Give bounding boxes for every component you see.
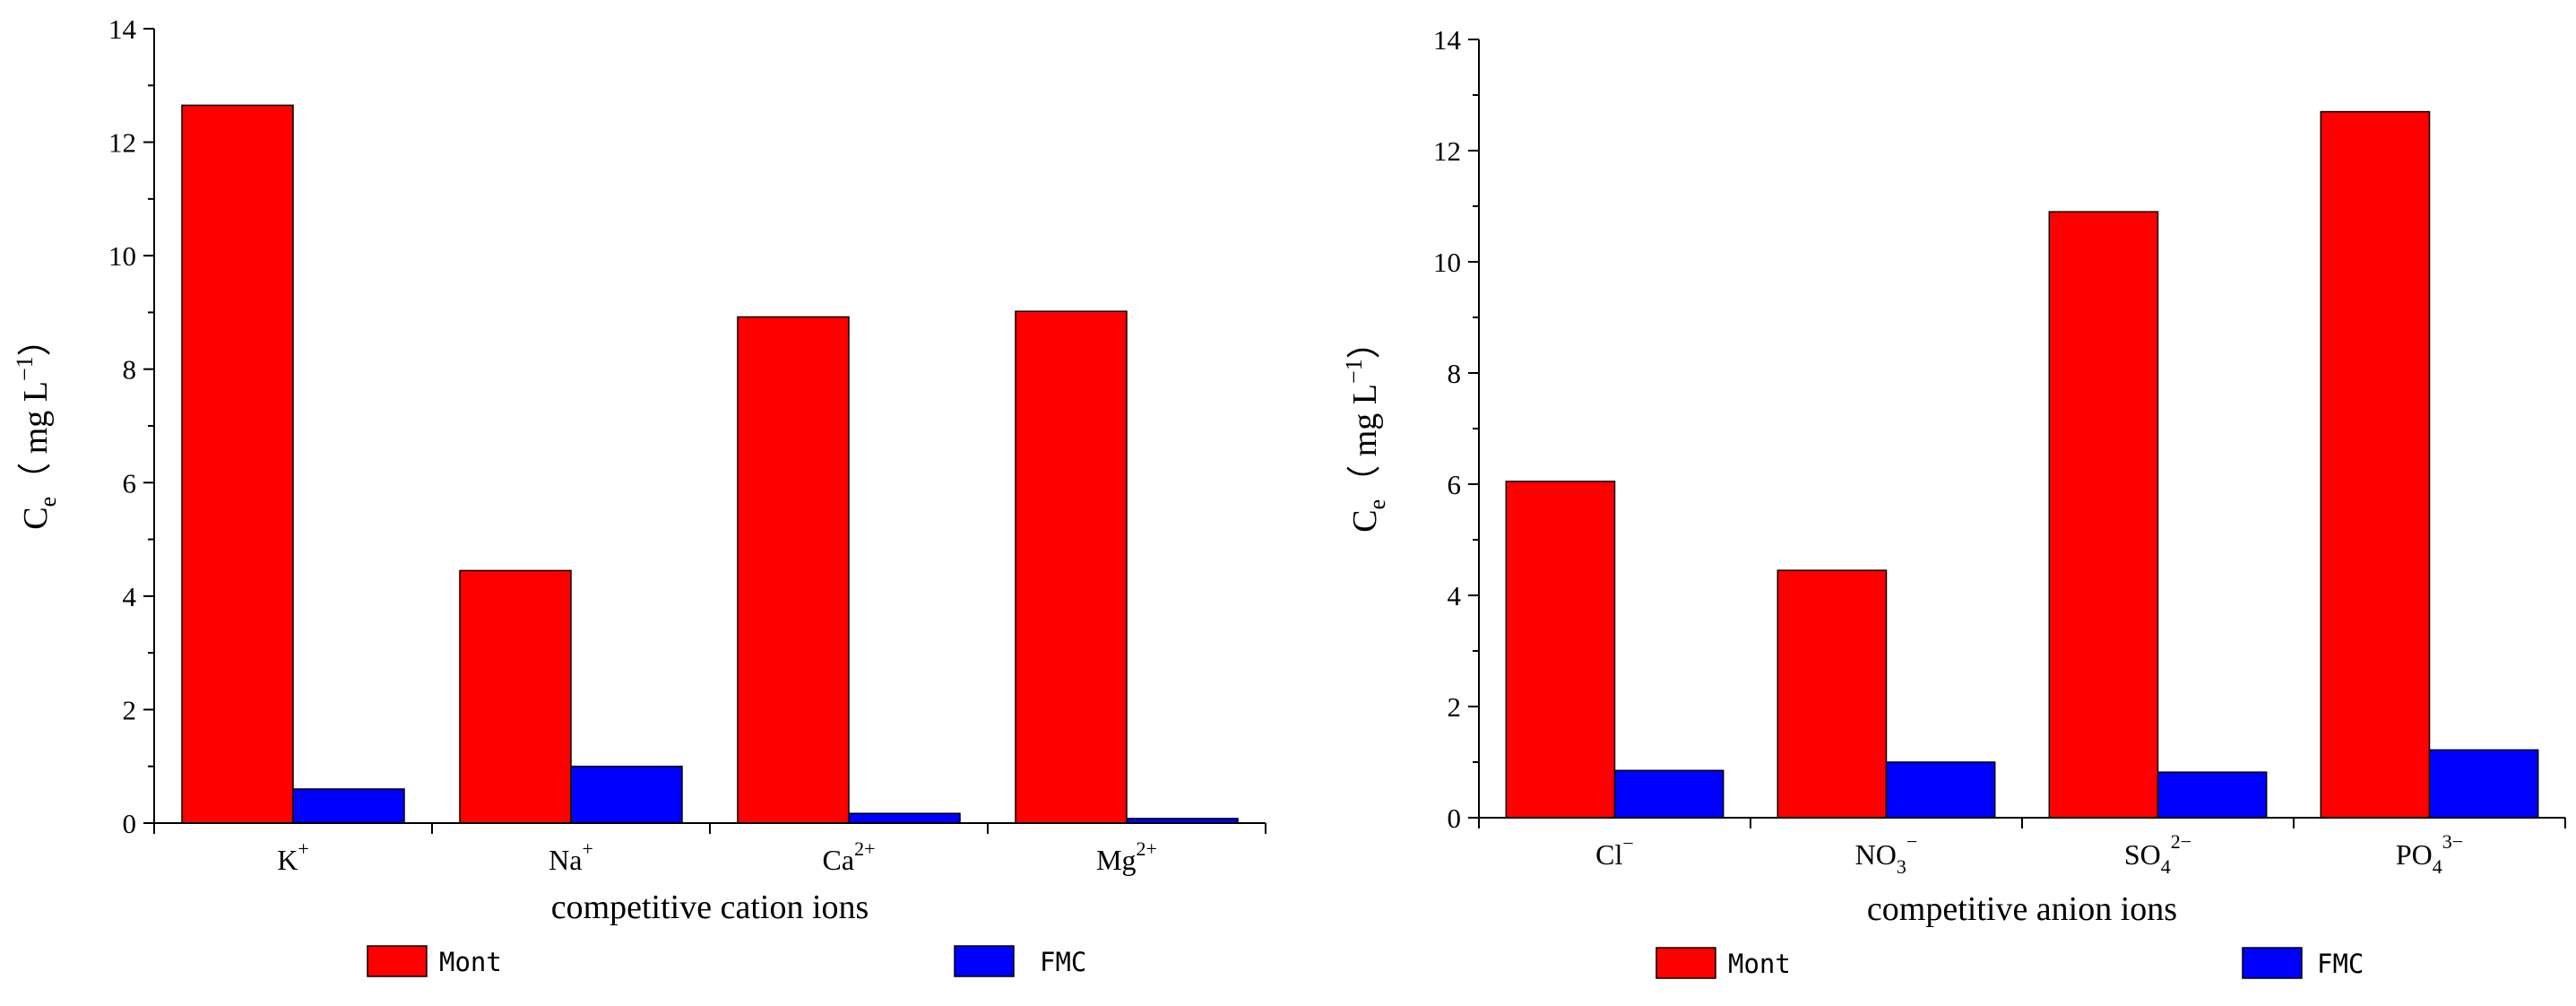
bar-fmc-3 (848, 812, 961, 824)
bar-fmc-2 (570, 765, 683, 824)
x-tick-label: SO42− (2124, 830, 2191, 878)
ion-charge: 2+ (1137, 837, 1157, 860)
y-tick-label: 2 (123, 694, 137, 725)
y-title-close: ） (1346, 325, 1384, 359)
legend-label-fmc: FMC (2317, 949, 2364, 979)
bar-mont-1 (181, 104, 294, 824)
ion-charge: − (1906, 830, 1917, 853)
bar-fmc-1 (1613, 769, 1725, 819)
x-tick-label: K+ (277, 837, 309, 876)
ion-subscript: 4 (2433, 855, 2442, 878)
ion-charge: + (298, 837, 308, 860)
x-tick-label: Ca2+ (823, 837, 876, 876)
y-title-exponent: −1 (1341, 359, 1367, 384)
bar-fmc-3 (2157, 771, 2268, 819)
y-title-exponent: −1 (12, 356, 38, 381)
ion-symbol: SO (2124, 838, 2161, 871)
bar-fmc-4 (2428, 749, 2539, 819)
y-tick-label: 8 (123, 354, 137, 386)
y-tick-label: 10 (1433, 247, 1461, 278)
ion-charge: − (1622, 832, 1633, 854)
x-tick-label: PO43− (2396, 830, 2463, 878)
ion-charge: 2+ (854, 837, 875, 860)
y-axis-title: Ce（ mg L−1） (12, 322, 61, 529)
y-title-units: （ mg L (1346, 384, 1384, 499)
bar-mont-3 (737, 316, 850, 824)
ion-symbol: PO (2396, 838, 2433, 871)
bar-fmc-2 (1885, 761, 1996, 819)
y-tick-label: 2 (1448, 691, 1462, 723)
y-tick-label: 6 (1448, 469, 1462, 500)
ion-symbol: K (277, 844, 298, 876)
legend-label-mont: Mont (1728, 949, 1791, 979)
ion-symbol: Mg (1096, 844, 1136, 876)
x-tick-label: Cl− (1595, 832, 1634, 871)
y-tick-label: 6 (123, 467, 137, 499)
ion-subscript: 4 (2161, 855, 2171, 878)
ion-symbol: Ca (823, 844, 855, 876)
y-tick-label: 0 (1448, 802, 1462, 834)
bar-mont-3 (2048, 211, 2159, 819)
legend-swatch-mont (1655, 947, 1716, 979)
legend-swatch-fmc (2242, 947, 2303, 979)
y-title-symbol: C (17, 507, 55, 529)
y-title-subscript: e (35, 497, 61, 507)
legend-label-fmc: FMC (1040, 947, 1086, 977)
x-axis-title: competitive cation ions (551, 889, 869, 926)
bar-mont-2 (1776, 569, 1888, 819)
y-title-close: ） (17, 322, 55, 356)
y-title-subscript: e (1364, 499, 1390, 510)
ion-charge: 3− (2442, 830, 2463, 853)
x-axis-title: competitive anion ions (1867, 890, 2177, 928)
legend-swatch-fmc (954, 945, 1015, 977)
bar-mont-1 (1505, 481, 1616, 819)
y-tick-label: 12 (1433, 135, 1461, 167)
y-tick-label: 12 (108, 127, 136, 159)
ion-symbol: Cl (1595, 838, 1622, 871)
x-tick-label: Mg2+ (1096, 837, 1157, 876)
ion-symbol: NO (1855, 838, 1897, 871)
y-tick-label: 4 (123, 581, 137, 612)
y-tick-label: 0 (123, 808, 137, 839)
y-tick-label: 8 (1448, 358, 1462, 389)
ion-symbol: Na (549, 844, 582, 876)
ion-subscript: 3 (1897, 855, 1906, 878)
bar-fmc-1 (292, 788, 405, 824)
y-tick-label: 14 (108, 13, 137, 45)
y-title-units: （ mg L (17, 381, 55, 497)
bar-mont-4 (1015, 310, 1128, 824)
legend-label-mont: Mont (439, 947, 502, 977)
y-tick-label: 14 (1433, 24, 1462, 56)
y-tick-label: 4 (1448, 580, 1462, 611)
y-tick-label: 10 (108, 240, 136, 272)
x-tick-label: Na+ (549, 837, 593, 876)
y-title-symbol: C (1346, 509, 1384, 532)
x-tick-label: NO3− (1855, 830, 1918, 878)
y-axis-title: Ce（ mg L−1） (1341, 325, 1390, 532)
ion-charge: + (582, 837, 592, 860)
bar-mont-2 (459, 569, 572, 824)
bar-mont-4 (2320, 110, 2431, 819)
legend-swatch-mont (367, 945, 428, 977)
ion-charge: 2− (2171, 830, 2191, 853)
